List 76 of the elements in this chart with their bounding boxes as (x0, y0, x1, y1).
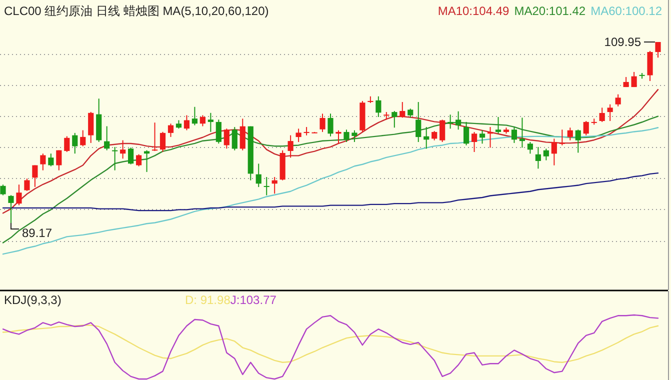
text: D: 91.98 (185, 293, 231, 307)
candlestick (304, 126, 310, 136)
candlestick (527, 141, 533, 154)
candlestick (567, 127, 573, 141)
candlestick (136, 154, 142, 167)
text: MA20:101.42 (514, 4, 586, 18)
candlestick (200, 114, 206, 127)
candlestick (296, 128, 302, 142)
candlestick (104, 126, 110, 151)
candlestick (575, 129, 581, 154)
candlestick (40, 153, 46, 171)
candlestick (264, 176, 270, 196)
candlestick (599, 107, 605, 122)
candlestick (24, 178, 30, 192)
candlestick (224, 128, 230, 150)
candlestick (72, 132, 78, 154)
candlestick (416, 102, 422, 142)
candlestick (232, 126, 238, 151)
candlestick (56, 150, 62, 171)
candlestick (615, 94, 621, 107)
text: MA10:104.49 (438, 4, 510, 18)
candlestick (80, 130, 86, 147)
candlestick (408, 108, 414, 118)
candlestick (583, 120, 589, 136)
candlestick (479, 130, 486, 144)
candlestick (432, 130, 438, 141)
candlestick (400, 102, 406, 118)
candlestick (32, 164, 38, 188)
candlestick (240, 118, 246, 151)
candlestick (0, 184, 6, 196)
candlestick (320, 113, 326, 132)
candlestick (152, 122, 158, 152)
candlestick (511, 126, 518, 144)
candlestick (184, 114, 190, 131)
candlestick (440, 119, 446, 142)
candlestick (456, 110, 462, 130)
candlestick (463, 121, 470, 146)
candlestick (495, 116, 502, 134)
candlestick (160, 131, 166, 152)
candlestick (144, 150, 150, 172)
candlestick (519, 117, 526, 148)
candlestick (192, 106, 198, 126)
candlestick (216, 119, 222, 144)
candlestick (256, 163, 262, 188)
text: MA60:100.12 (590, 4, 662, 18)
candlestick (352, 130, 358, 142)
candlestick (471, 131, 478, 153)
candlestick (559, 129, 565, 146)
candlestick (112, 146, 118, 171)
chart-title: CLC00 纽约原油 日线 蜡烛图 MA(5,10,20,60,120) (4, 4, 269, 18)
candlestick (48, 153, 54, 167)
candlestick (336, 130, 342, 144)
chart-title: KDJ(9,3,3) (4, 293, 62, 307)
candlestick (392, 110, 398, 128)
candlestick (120, 140, 126, 160)
candlestick (535, 146, 541, 170)
candlestick (168, 123, 174, 138)
text: 89.17 (22, 226, 52, 240)
candlestick (551, 138, 557, 166)
candlestick (8, 194, 14, 224)
candlestick (128, 147, 134, 165)
candlestick (655, 42, 661, 58)
candlestick (16, 184, 22, 206)
candlestick (328, 113, 334, 137)
candlestick (344, 129, 350, 142)
candlestick (647, 50, 653, 82)
series-label: J:103.77 (230, 293, 277, 307)
candlestick (543, 148, 549, 161)
candlestick (631, 71, 637, 88)
candlestick (64, 136, 70, 152)
candlestick (88, 111, 94, 144)
candlestick (208, 112, 214, 132)
candlestick (607, 104, 613, 122)
candlestick (376, 96, 382, 118)
annotation: 109.95 (604, 35, 642, 49)
candlestick (288, 134, 294, 158)
